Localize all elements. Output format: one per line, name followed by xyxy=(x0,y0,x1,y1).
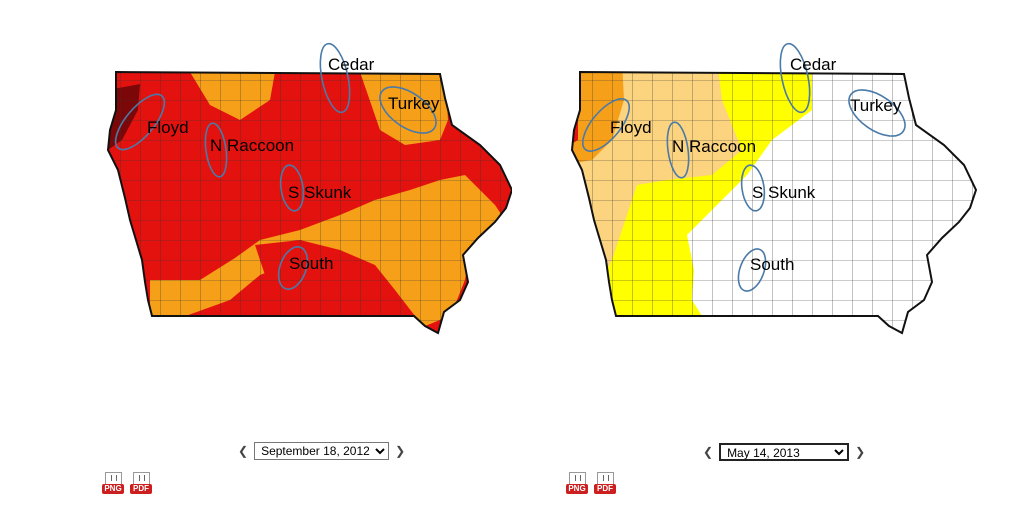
n-raccoon-watershed-ellipse xyxy=(204,122,228,178)
next-date-arrow[interactable]: ❯ xyxy=(395,444,406,458)
label-south: South xyxy=(289,254,333,273)
label-turkey: Turkey xyxy=(850,96,902,115)
date-select[interactable]: September 18, 2012 xyxy=(254,442,390,460)
label-cedar: Cedar xyxy=(790,55,837,74)
iowa-outline xyxy=(106,70,512,335)
download-links: PNG PDF xyxy=(566,472,616,494)
date-select[interactable]: May 14, 2013 xyxy=(719,443,850,461)
south-watershed-ellipse xyxy=(737,248,767,292)
prev-date-arrow[interactable]: ❮ xyxy=(703,445,714,459)
label-cedar: Cedar xyxy=(328,55,375,74)
s-skunk-watershed-ellipse xyxy=(279,164,305,212)
turkey-watershed-ellipse xyxy=(848,89,906,137)
label-south: South xyxy=(750,255,794,274)
label-floyd: Floyd xyxy=(147,118,189,137)
south-watershed-ellipse xyxy=(277,246,309,290)
next-date-arrow[interactable]: ❯ xyxy=(855,445,866,459)
label-n-raccoon: N Raccoon xyxy=(672,137,756,156)
iowa-outline xyxy=(570,70,978,335)
date-navigator: ❮ May 14, 2013 ❯ xyxy=(703,443,865,461)
map-panel-2013: Cedar Turkey Floyd N Raccoon S Skunk Sou… xyxy=(512,0,1024,522)
iowa-drought-map-2013: Cedar Turkey Floyd N Raccoon S Skunk Sou… xyxy=(570,42,978,335)
iowa-drought-map-2012: Cedar Turkey Floyd N Raccoon S Skunk Sou… xyxy=(106,42,512,335)
label-n-raccoon: N Raccoon xyxy=(210,136,294,155)
label-s-skunk: S Skunk xyxy=(752,183,816,202)
s-skunk-watershed-ellipse xyxy=(740,164,766,212)
label-turkey: Turkey xyxy=(388,94,440,113)
png-download-icon[interactable]: PNG xyxy=(102,472,124,494)
label-s-skunk: S Skunk xyxy=(288,183,352,202)
county-grid xyxy=(572,72,976,333)
cedar-watershed-ellipse xyxy=(319,42,351,114)
cedar-watershed-ellipse xyxy=(779,42,811,114)
prev-date-arrow[interactable]: ❮ xyxy=(238,444,249,458)
download-links: PNG PDF xyxy=(102,472,152,494)
turkey-watershed-ellipse xyxy=(379,86,437,134)
map-panel-2012: Cedar Turkey Floyd N Raccoon S Skunk Sou… xyxy=(102,42,512,494)
date-navigator: ❮ September 18, 2012 ❯ xyxy=(238,442,405,460)
png-download-icon[interactable]: PNG xyxy=(566,472,588,494)
pdf-download-icon[interactable]: PDF xyxy=(130,472,152,494)
pdf-download-icon[interactable]: PDF xyxy=(594,472,616,494)
label-floyd: Floyd xyxy=(610,118,652,137)
floyd-watershed-ellipse xyxy=(114,93,166,151)
county-grid xyxy=(108,72,512,333)
floyd-watershed-ellipse xyxy=(582,98,630,152)
n-raccoon-watershed-ellipse xyxy=(666,121,690,179)
